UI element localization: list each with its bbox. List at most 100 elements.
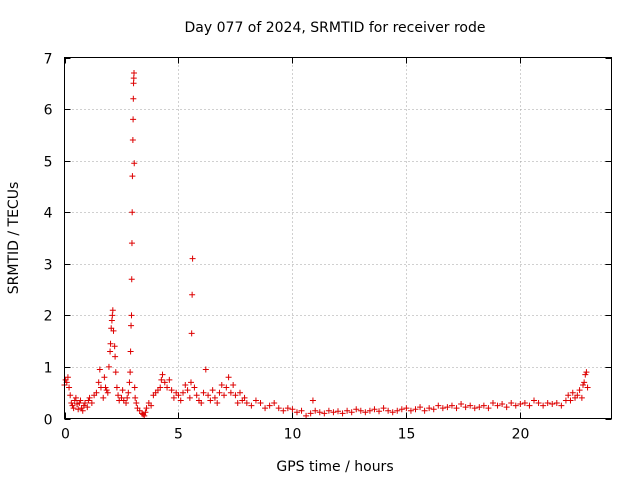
data-point xyxy=(191,384,198,391)
data-point xyxy=(435,402,442,409)
data-point xyxy=(489,400,496,407)
chart-title: Day 077 of 2024, SRMTID for receiver rod… xyxy=(185,20,486,36)
data-point xyxy=(394,407,401,414)
data-point xyxy=(200,389,207,396)
data-point xyxy=(186,394,193,401)
data-point xyxy=(142,409,149,416)
data-point xyxy=(234,400,241,407)
data-point xyxy=(243,400,250,407)
data-point xyxy=(75,406,82,413)
y-tick-label: 3 xyxy=(44,258,53,274)
data-point xyxy=(284,405,291,412)
data-point xyxy=(417,404,424,411)
data-point xyxy=(126,379,133,386)
data-point xyxy=(109,312,116,319)
data-point xyxy=(124,394,131,401)
data-point xyxy=(133,400,140,407)
data-point xyxy=(82,400,89,407)
data-point xyxy=(211,394,218,401)
data-point xyxy=(198,400,205,407)
data-point xyxy=(88,400,95,407)
data-point xyxy=(110,327,117,334)
x-axis-label: GPS time / hours xyxy=(276,459,393,475)
data-point xyxy=(403,405,410,412)
data-point xyxy=(177,397,184,404)
data-point xyxy=(180,389,187,396)
data-point xyxy=(209,387,216,394)
y-tick-label: 4 xyxy=(44,206,53,222)
data-point xyxy=(129,173,136,180)
data-point xyxy=(494,402,501,409)
data-point xyxy=(84,404,91,411)
data-point xyxy=(241,394,248,401)
data-point xyxy=(298,407,305,414)
data-point xyxy=(132,394,139,401)
data-point xyxy=(123,400,130,407)
data-point xyxy=(567,397,574,404)
data-point xyxy=(330,409,337,416)
data-point xyxy=(325,407,332,414)
data-point xyxy=(148,402,155,409)
data-point xyxy=(232,392,239,399)
data-point xyxy=(448,402,455,409)
data-point xyxy=(119,387,126,394)
data-point xyxy=(130,75,137,82)
data-point xyxy=(398,406,405,413)
x-tick-label: 0 xyxy=(61,427,70,443)
data-point xyxy=(462,404,469,411)
x-tick-label: 10 xyxy=(284,427,302,443)
data-point xyxy=(558,402,565,409)
data-point xyxy=(96,366,103,373)
data-point xyxy=(335,408,341,415)
data-point xyxy=(182,381,189,388)
data-point xyxy=(127,369,134,376)
data-point xyxy=(112,369,119,376)
data-point xyxy=(248,402,255,409)
data-point xyxy=(412,406,419,413)
data-point xyxy=(584,384,591,391)
data-point xyxy=(348,409,355,416)
data-point xyxy=(170,394,177,401)
data-point xyxy=(129,137,136,144)
data-point xyxy=(540,402,547,409)
data-point xyxy=(485,405,492,412)
data-point xyxy=(236,389,243,396)
plot-frame xyxy=(64,57,612,419)
data-point xyxy=(112,353,119,360)
data-point xyxy=(131,384,138,391)
data-point xyxy=(128,322,135,329)
data-point xyxy=(115,392,122,399)
data-point xyxy=(189,291,196,298)
data-point xyxy=(266,402,273,409)
data-point xyxy=(574,392,581,399)
data-point xyxy=(303,412,310,419)
y-tick-label: 7 xyxy=(44,52,53,68)
data-point xyxy=(565,392,572,399)
data-point xyxy=(321,410,328,417)
data-point xyxy=(100,394,107,401)
data-point xyxy=(521,400,528,407)
data-point xyxy=(193,392,200,399)
data-point xyxy=(128,276,135,283)
data-point xyxy=(339,410,346,417)
data-point xyxy=(444,404,451,411)
data-point xyxy=(576,387,583,394)
y-tick-label: 6 xyxy=(44,103,53,119)
data-point xyxy=(467,402,474,409)
data-point xyxy=(166,376,173,383)
data-point xyxy=(421,407,428,414)
data-point xyxy=(214,400,221,407)
data-point xyxy=(499,401,506,408)
data-point xyxy=(581,379,588,386)
data-points xyxy=(61,69,591,419)
data-point xyxy=(583,369,590,376)
data-point xyxy=(221,392,228,399)
data-point xyxy=(164,384,171,391)
data-point xyxy=(544,400,551,407)
data-point xyxy=(101,374,108,381)
data-point xyxy=(77,397,84,404)
data-point xyxy=(371,406,378,413)
data-point xyxy=(307,410,314,417)
